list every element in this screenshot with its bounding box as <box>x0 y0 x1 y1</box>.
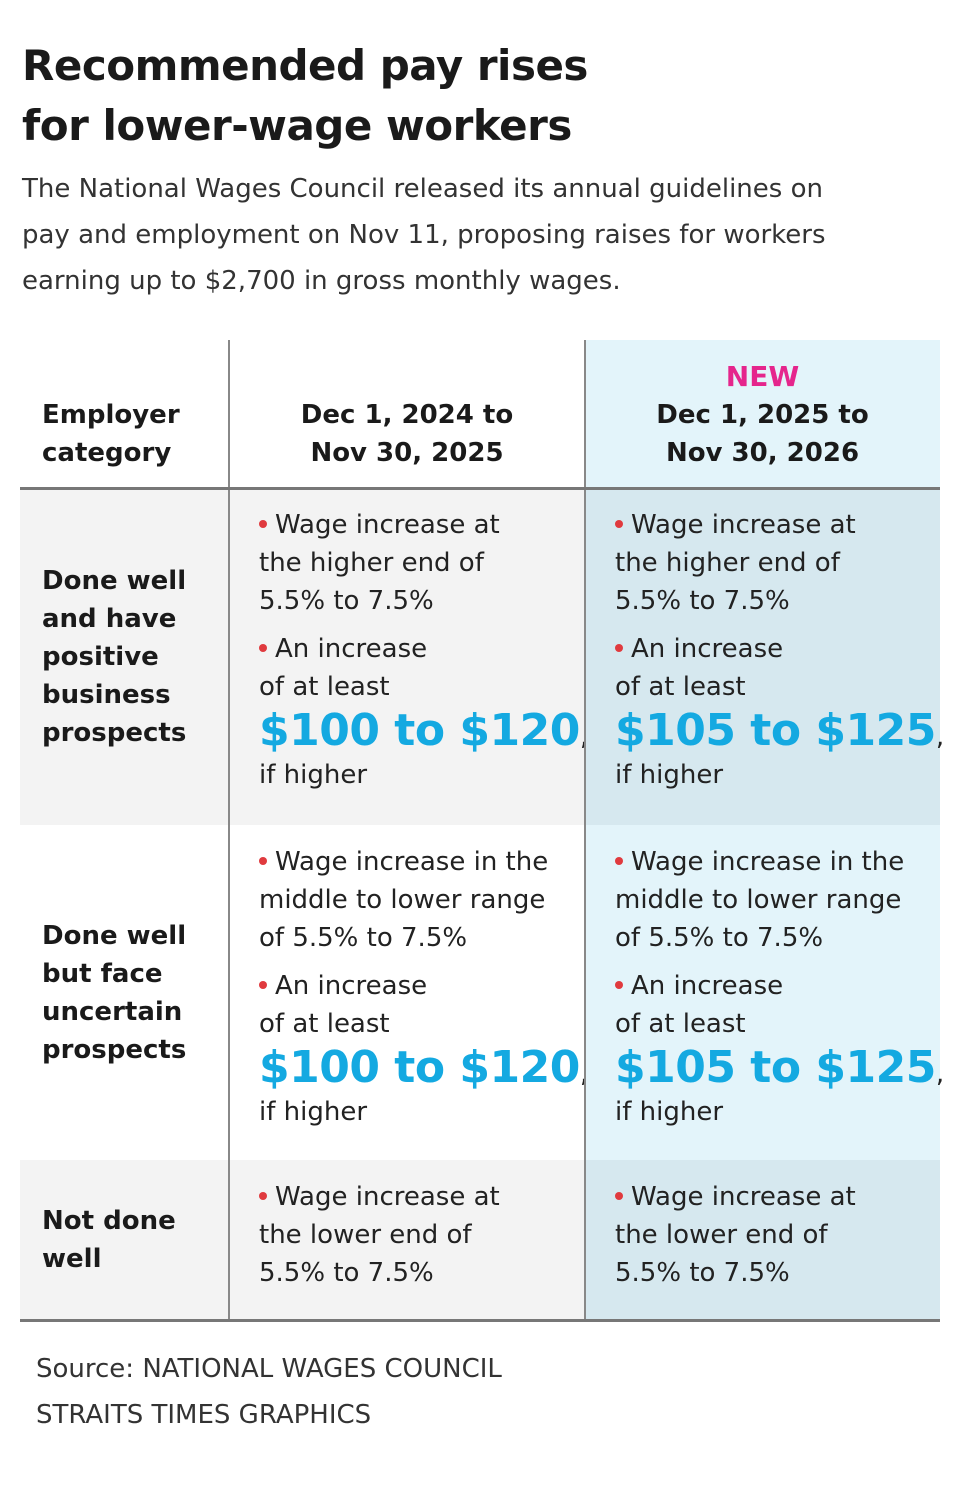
bullet-tail: if higher <box>615 760 724 790</box>
cell: Wage increase at the lower end of 5.5% to … <box>585 1160 940 1320</box>
bullet: Wage increase at the higher end of 5.5% to… <box>259 506 585 620</box>
cell: Wage increase in the middle to lower rang… <box>585 825 944 1160</box>
amount-punct: , <box>935 1059 945 1089</box>
bullet-line: Wage increase at <box>259 1178 585 1216</box>
amount: $105 to $125 <box>615 705 936 756</box>
label-line: positive <box>42 641 159 672</box>
row-label: Not done well <box>20 1160 229 1320</box>
column-header: NEW Dec 1, 2025 to Nov 30, 2026 <box>585 340 940 488</box>
column-divider <box>228 340 230 1322</box>
cell: Wage increase at the lower end of 5.5% to … <box>229 1160 585 1320</box>
amount-line: $105 to $125, <box>615 705 944 756</box>
header-line: Employer <box>42 400 180 430</box>
bullet-line: of at least <box>615 672 746 702</box>
bullet-line: the lower end of <box>615 1220 828 1250</box>
bullet-line: of 5.5% to 7.5% <box>615 923 824 953</box>
bullet-line: 5.5% to 7.5% <box>259 586 434 616</box>
bullet: An increase of at least$100 to $120, if hi… <box>259 630 588 794</box>
bullet-line: 5.5% to 7.5% <box>259 1258 434 1288</box>
label-line: and have <box>42 603 177 634</box>
source: Source: NATIONAL WAGES COUNCIL <box>36 1354 502 1384</box>
cell: Wage increase at the higher end of 5.5% to… <box>229 488 588 825</box>
bullet: Wage increase at the lower end of 5.5% to … <box>259 1178 585 1292</box>
amount-punct: , <box>580 722 588 752</box>
amount-punct: , <box>935 722 945 752</box>
new-badge: NEW <box>725 360 800 393</box>
bullet: Wage increase at the lower end of 5.5% to … <box>615 1178 940 1292</box>
row-rule <box>20 487 940 490</box>
header-line: category <box>42 438 172 468</box>
bullet-line: An increase <box>615 967 940 1005</box>
amount-line: $105 to $125, <box>615 1042 944 1093</box>
column-header: Dec 1, 2024 to Nov 30, 2025 <box>229 340 585 488</box>
row-label: Done well but face uncertain prospects <box>20 825 229 1160</box>
bullet-tail: if higher <box>259 760 368 790</box>
bullet-line: Wage increase in the <box>259 843 585 881</box>
bullet-line: the lower end of <box>259 1220 472 1250</box>
label-line: well <box>42 1244 102 1274</box>
bullet-line: of at least <box>615 1009 746 1039</box>
amount: $100 to $120 <box>259 705 580 756</box>
header-line: Nov 30, 2026 <box>665 438 860 468</box>
bullet-line: Wage increase at <box>615 1178 940 1216</box>
row-rule <box>20 1319 940 1322</box>
bullet: An increase of at least $105 to $125, if hi… <box>615 967 944 1131</box>
cell: Wage increase in the middle to lower rang… <box>229 825 588 1160</box>
amount-line: $100 to $120, <box>259 1042 588 1093</box>
amount: $100 to $120 <box>259 1042 580 1093</box>
bullet: Wage increase in the middle to lower rang… <box>259 843 585 957</box>
bullet-line: An increase <box>615 630 940 668</box>
label-line: uncertain <box>42 996 183 1027</box>
amount-line: $100 to $120, <box>259 705 588 756</box>
bullet: An increase of at least $105 to $125, if hi… <box>615 630 944 794</box>
bullet-line: of at least <box>259 1009 390 1039</box>
column-header: Employer category <box>20 340 229 488</box>
header-line: Dec 1, 2024 to <box>300 400 514 430</box>
label-line: Done well <box>42 565 187 596</box>
bullet: An increase of at least$100 to $120, if hi… <box>259 967 588 1131</box>
label-line: Done well <box>42 920 187 951</box>
bullet-line: 5.5% to 7.5% <box>615 1258 790 1288</box>
cell: Wage increase at the higher end of 5.5% to… <box>585 488 944 825</box>
bullet: Wage increase in the middle to lower rang… <box>615 843 940 957</box>
bullet-line: of at least <box>259 672 390 702</box>
table: Employer category Dec 1, 2024 to Nov 30, 20… <box>20 340 944 1322</box>
header-line: Dec 1, 2025 to <box>656 400 869 430</box>
title: Recommended pay rises for lower-wage wor… <box>22 41 588 150</box>
bullet-tail: if higher <box>259 1097 368 1127</box>
bullet-line: Wage increase at <box>615 506 940 544</box>
row-label: Done well and have positive business prospec… <box>20 488 229 825</box>
label-line: Not done <box>42 1206 176 1236</box>
amount-punct: , <box>580 1059 588 1089</box>
amount: $105 to $125 <box>615 1042 936 1093</box>
subtitle: The National Wages Council released its … <box>22 174 826 296</box>
label-line: prospects <box>42 717 187 748</box>
credit: STRAITS TIMES GRAPHICS <box>36 1400 372 1430</box>
header-line: Nov 30, 2025 <box>310 438 504 468</box>
bullet-tail: if higher <box>615 1097 724 1127</box>
bullet-line: the higher end of <box>259 548 484 578</box>
bullet: Wage increase at the higher end of 5.5% to… <box>615 506 940 620</box>
bullet-line: 5.5% to 7.5% <box>615 586 790 616</box>
bullet-line: Wage increase in the <box>615 843 940 881</box>
label-line: but face <box>42 958 163 989</box>
bullet-line: An increase <box>259 967 585 1005</box>
bullet-line: the higher end of <box>615 548 840 578</box>
column-divider <box>584 340 586 1322</box>
bullet-line: middle to lower range <box>259 885 546 915</box>
bullet-line: middle to lower range <box>615 885 902 915</box>
label-line: prospects <box>42 1034 187 1065</box>
label-line: business <box>42 679 171 710</box>
bullet-line: of 5.5% to 7.5% <box>259 923 468 953</box>
bullet-line: An increase <box>259 630 585 668</box>
bullet-line: Wage increase at <box>259 506 585 544</box>
